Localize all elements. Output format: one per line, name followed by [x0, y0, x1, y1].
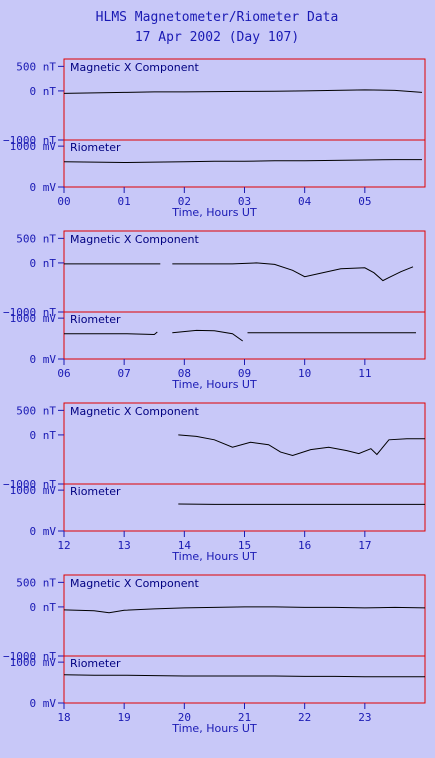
x-tick-label: 14: [178, 539, 192, 552]
mag-y-tick-label: 0 nT: [30, 85, 57, 98]
mag-y-tick-label: 0 nT: [30, 429, 57, 442]
x-tick-label: 04: [298, 195, 312, 208]
mag-panel-label: Magnetic X Component: [70, 405, 199, 418]
x-tick-label: 02: [178, 195, 191, 208]
mag-y-tick-label: −1000 nT: [3, 134, 56, 147]
x-tick-label: 17: [358, 539, 371, 552]
x-axis-label: Time, Hours UT: [171, 550, 257, 563]
mag-y-tick-label: −1000 nT: [3, 306, 56, 319]
rio-y-tick-label: 1000 mV: [10, 312, 57, 325]
mag-series-line: [63, 606, 426, 614]
x-tick-label: 10: [298, 367, 311, 380]
rio-y-tick-label: 0 mV: [30, 181, 57, 194]
rio-panel-label: Riometer: [70, 485, 121, 498]
mag-y-tick-label: 0 nT: [30, 601, 57, 614]
mag-series-line: [63, 89, 423, 94]
panel-2: 500 nT 0 nT −1000 nT Magnetic X Component 10…: [3, 402, 426, 563]
x-tick-label: 20: [178, 711, 191, 724]
rio-y-tick-label: 0 mV: [30, 353, 57, 366]
x-axis-label: Time, Hours UT: [171, 206, 257, 219]
mag-panel-label: Magnetic X Component: [70, 61, 199, 74]
chart-title: HLMS Magnetometer/Riometer Data: [96, 10, 339, 25]
x-axis-label: Time, Hours UT: [171, 378, 257, 391]
rio-panel-label: Riometer: [70, 657, 121, 670]
x-tick-label: 23: [358, 711, 371, 724]
x-tick-label: 01: [118, 195, 131, 208]
x-tick-label: 22: [298, 711, 311, 724]
x-tick-label: 08: [178, 367, 191, 380]
rio-series-line: [63, 674, 425, 678]
x-tick-label: 06: [57, 367, 70, 380]
panel-1: 500 nT 0 nT −1000 nT Magnetic X Component 10…: [3, 230, 426, 391]
x-tick-label: 07: [118, 367, 131, 380]
x-tick-label: 18: [57, 711, 70, 724]
x-tick-label: 00: [57, 195, 70, 208]
x-tick-label: 21: [238, 711, 251, 724]
mag-series-line: [178, 434, 425, 457]
x-tick-label: 09: [238, 367, 251, 380]
mag-y-tick-label: 500 nT: [16, 576, 56, 589]
x-tick-label: 16: [298, 539, 311, 552]
x-axis-label: Time, Hours UT: [171, 722, 257, 735]
x-tick-label: 13: [118, 539, 131, 552]
mag-y-tick-label: 500 nT: [16, 60, 56, 73]
panel-0: 500 nT 0 nT −1000 nT Magnetic X Component 10…: [3, 58, 426, 219]
rio-y-tick-label: 0 mV: [30, 525, 57, 538]
x-tick-label: 05: [358, 195, 371, 208]
mag-panel-label: Magnetic X Component: [70, 577, 199, 590]
mag-y-tick-label: −1000 nT: [3, 478, 56, 491]
x-tick-label: 19: [118, 711, 131, 724]
chart-subtitle: 17 Apr 2002 (Day 107): [135, 30, 299, 45]
rio-panel-label: Riometer: [70, 141, 121, 154]
rio-panel-label: Riometer: [70, 313, 121, 326]
mag-series-line: [64, 262, 414, 282]
mag-y-tick-label: 500 nT: [16, 404, 56, 417]
panel-3: 500 nT 0 nT −1000 nT Magnetic X Component 10…: [3, 574, 426, 735]
rio-y-tick-label: 1000 mV: [10, 140, 57, 153]
rio-series-line: [64, 329, 416, 342]
rio-y-tick-label: 0 mV: [30, 697, 57, 710]
rio-series-line: [63, 159, 422, 164]
mag-panel-label: Magnetic X Component: [70, 233, 199, 246]
rio-y-tick-label: 1000 mV: [10, 656, 57, 669]
mag-y-tick-label: −1000 nT: [3, 650, 56, 663]
x-tick-label: 11: [358, 367, 371, 380]
chart-panels: 500 nT 0 nT −1000 nT Magnetic X Component 10…: [3, 58, 426, 735]
x-tick-label: 12: [57, 539, 70, 552]
rio-y-tick-label: 1000 mV: [10, 484, 57, 497]
x-tick-label: 03: [238, 195, 251, 208]
x-tick-label: 15: [238, 539, 251, 552]
mag-y-tick-label: 0 nT: [30, 257, 57, 270]
mag-y-tick-label: 500 nT: [16, 232, 56, 245]
